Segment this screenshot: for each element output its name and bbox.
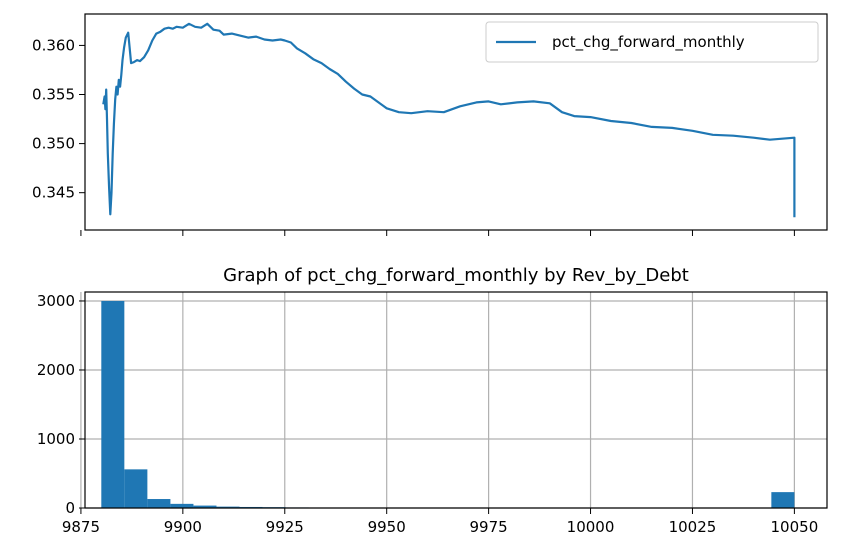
histogram-bar	[216, 506, 240, 508]
line-y-tick-label: 0.360	[32, 36, 75, 54]
histogram-axes-border	[84, 291, 828, 509]
histogram-x-tick-label: 10000	[567, 518, 615, 536]
histogram-y-tick-label: 0	[65, 499, 75, 517]
histogram-y-tick-label: 1000	[37, 430, 75, 448]
histogram-panel: Graph of pct_chg_forward_monthly by Rev_…	[37, 265, 828, 536]
histogram-bars	[101, 300, 795, 508]
histogram-bar	[771, 492, 795, 508]
histogram-x-tick-label: 9900	[164, 518, 202, 536]
histogram-x-tick-label: 9950	[368, 518, 406, 536]
histogram-bar	[124, 469, 148, 508]
line-y-tick-label: 0.355	[32, 86, 75, 104]
histogram-y-tick-label: 2000	[37, 361, 75, 379]
histogram-bar	[193, 505, 217, 508]
line-y-tick-label: 0.350	[32, 135, 75, 153]
histogram-x-ticks: 9875 9900 9925 9950 9975 10000 10025 10050	[62, 508, 818, 536]
histogram-bar	[147, 499, 171, 508]
line-y-tick-label: 0.345	[32, 184, 75, 202]
histogram-x-tick-label: 9925	[266, 518, 304, 536]
histogram-x-tick-label: 9875	[62, 518, 100, 536]
line-chart-y-ticks: 0.345 0.350 0.355 0.360	[32, 36, 85, 202]
line-chart-panel: 0.345 0.350 0.355 0.360 pct_chg_forward_mon…	[32, 13, 828, 236]
legend-label-pct-chg-forward-monthly: pct_chg_forward_monthly	[552, 33, 745, 52]
legend: pct_chg_forward_monthly	[485, 21, 819, 63]
histogram-x-tick-label: 9975	[470, 518, 508, 536]
histogram-bar	[170, 503, 194, 508]
histogram-bar	[101, 300, 125, 508]
histogram-x-tick-label: 10050	[771, 518, 819, 536]
legend-box	[485, 21, 819, 63]
pct-chg-forward-monthly-line	[102, 22, 796, 218]
histogram-x-tick-label: 10025	[669, 518, 717, 536]
line-chart-axes-border	[84, 13, 828, 231]
line-chart-x-ticks	[80, 230, 795, 236]
histogram-title: Graph of pct_chg_forward_monthly by Rev_…	[223, 265, 689, 286]
histogram-y-tick-label: 3000	[37, 292, 75, 310]
histogram-y-ticks: 0 1000 2000 3000	[37, 292, 85, 517]
